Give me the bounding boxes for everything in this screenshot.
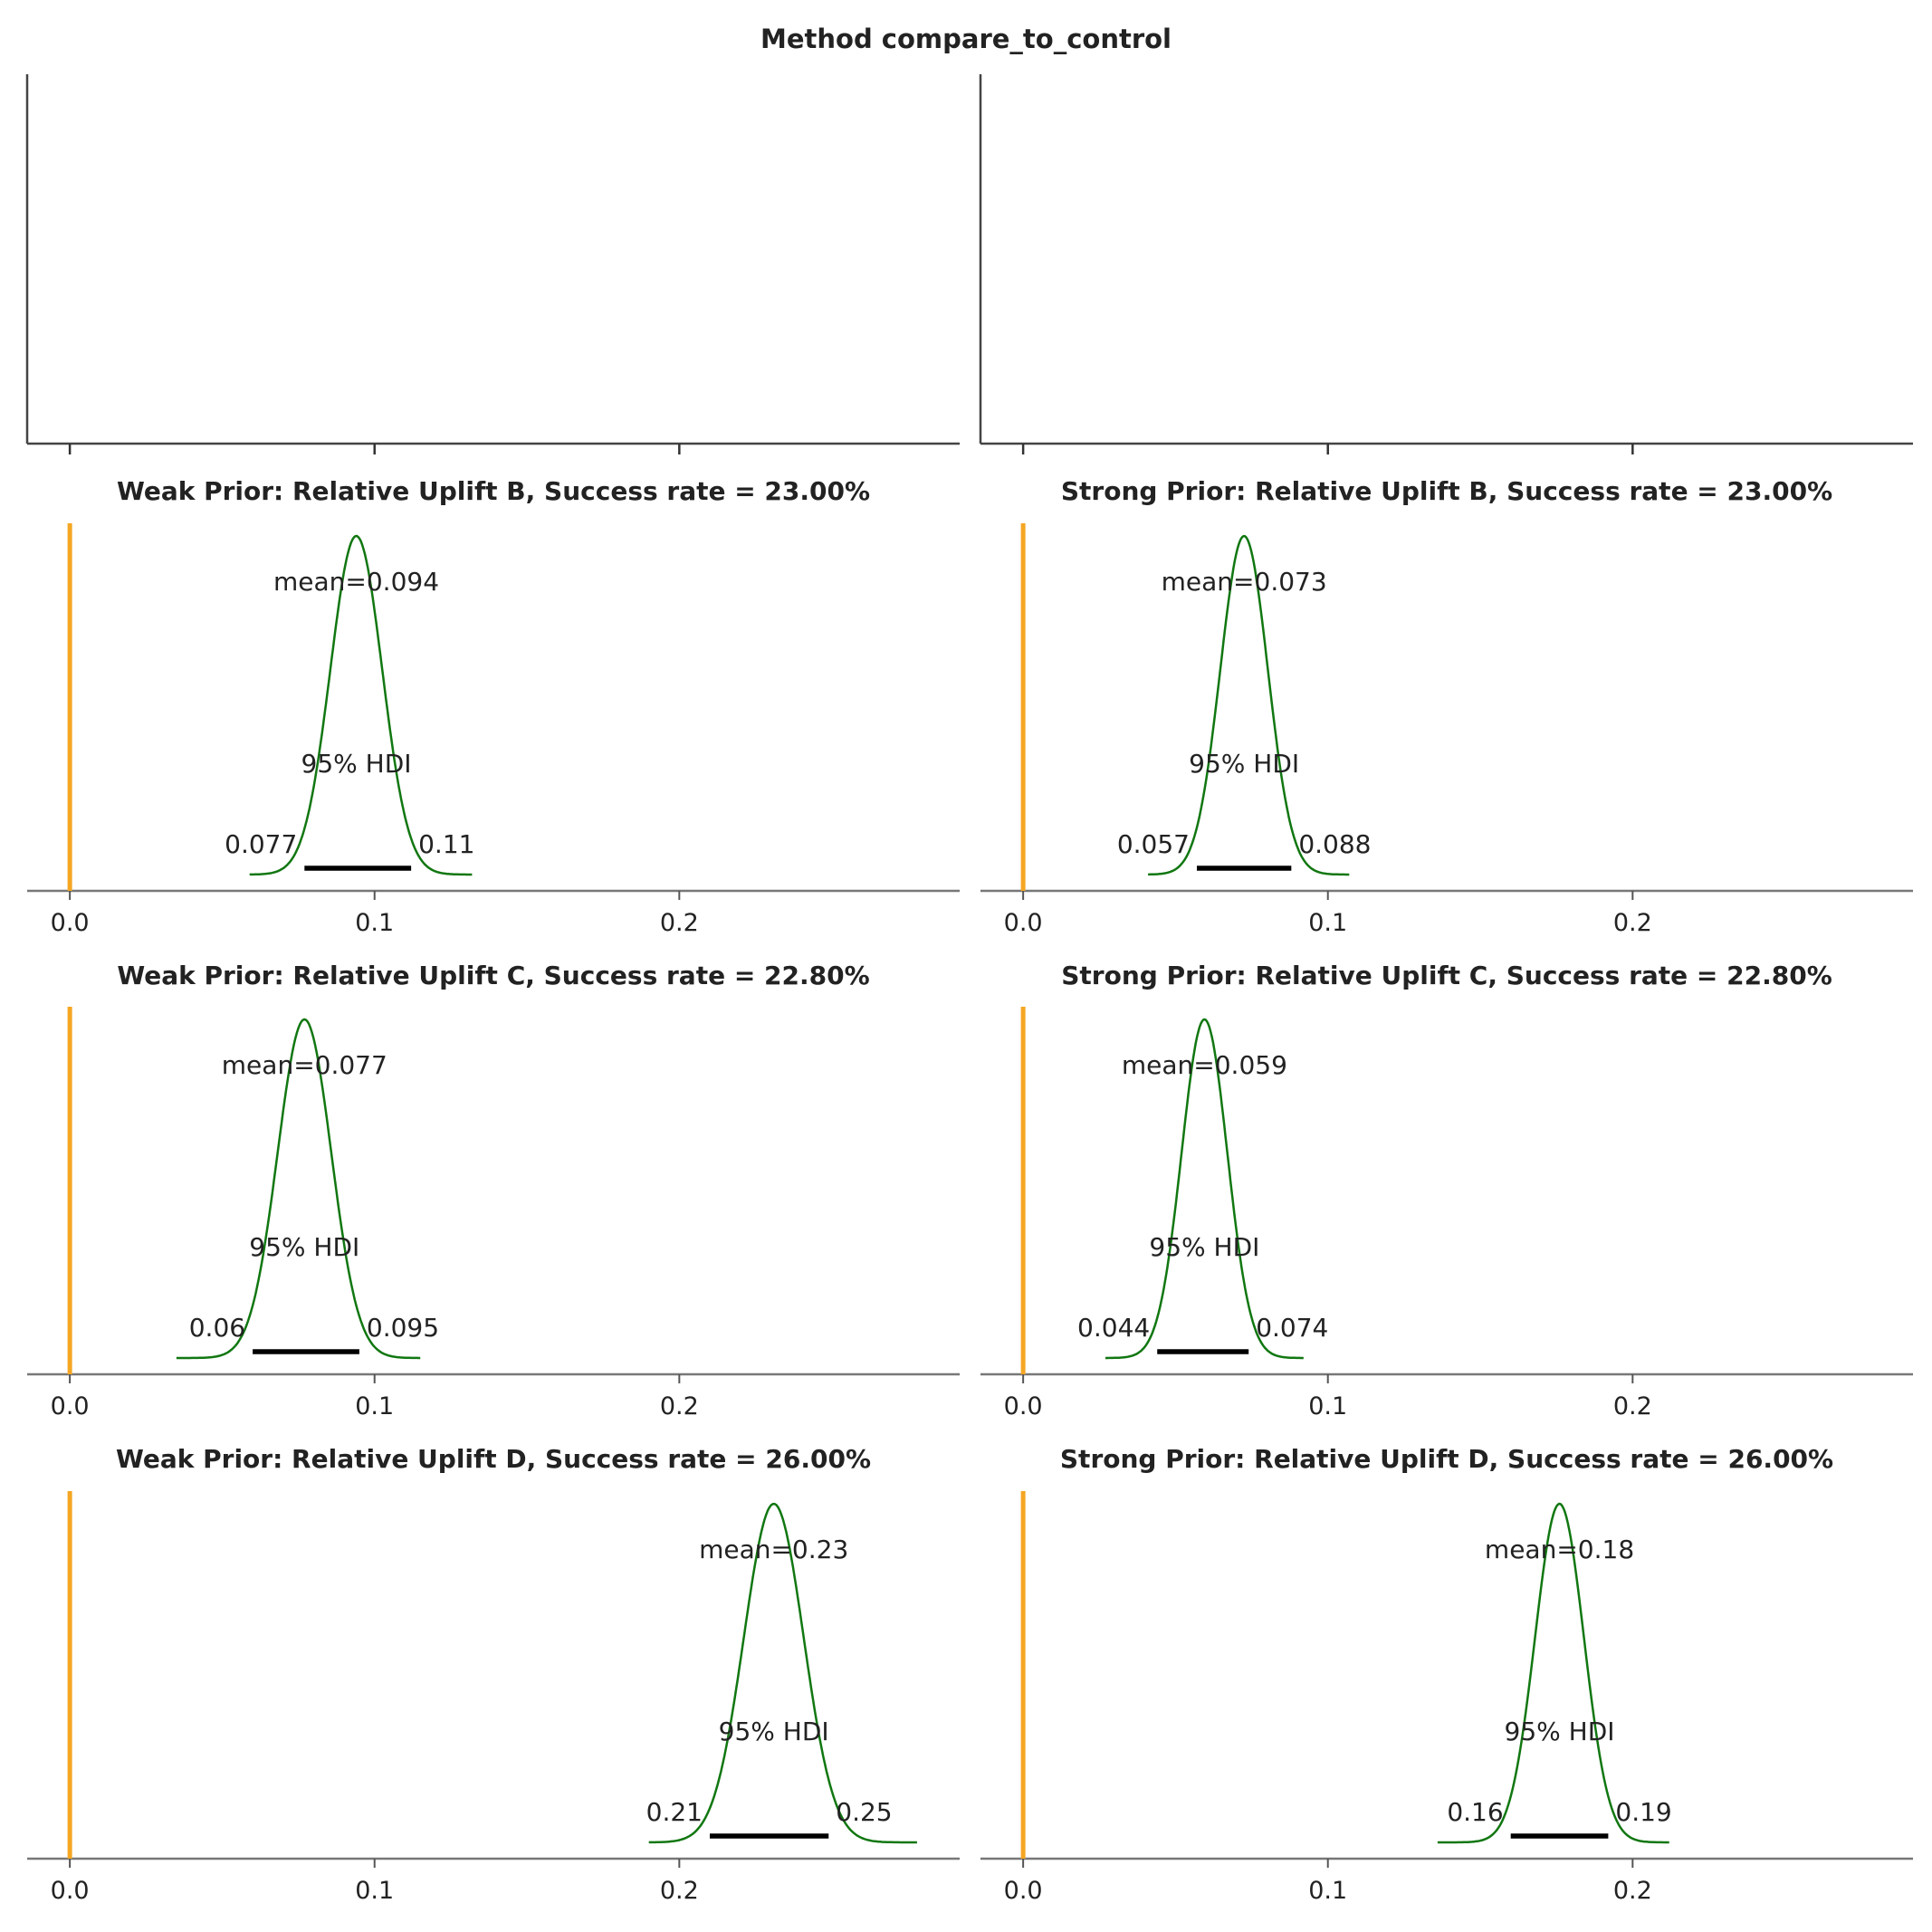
panel-title: Strong Prior: Relative Uplift B, Success…	[1061, 476, 1832, 506]
panel-title: Strong Prior: Relative Uplift D, Success…	[1060, 1444, 1833, 1474]
kde-curve	[1437, 1502, 1669, 1844]
hdi-high-label: 0.19	[1615, 1797, 1671, 1827]
hdi-high-label: 0.074	[1256, 1313, 1328, 1343]
mean-label: mean=0.059	[1122, 1050, 1287, 1080]
hdi-label: 95% HDI	[301, 749, 412, 779]
kde-curve	[249, 534, 473, 876]
x-tick-label: 0.1	[355, 1877, 394, 1905]
kde-curve	[176, 1018, 421, 1360]
x-tick-label: 0.0	[1004, 909, 1043, 937]
panel-title: Weak Prior: Relative Uplift B, Success r…	[117, 476, 870, 506]
mean-label: mean=0.073	[1162, 567, 1327, 597]
hdi-low-label: 0.16	[1447, 1797, 1503, 1827]
x-tick-label: 0.0	[51, 1392, 90, 1420]
hdi-label: 95% HDI	[1149, 1232, 1259, 1262]
x-tick-label: 0.2	[660, 1392, 699, 1420]
mean-label: mean=0.094	[273, 567, 439, 597]
x-tick-label: 0.1	[355, 1392, 394, 1420]
mean-label: mean=0.077	[222, 1050, 387, 1080]
x-tick-label: 0.2	[660, 909, 699, 937]
hdi-label: 95% HDI	[1189, 749, 1299, 779]
hdi-label: 95% HDI	[1505, 1717, 1615, 1746]
hdi-high-label: 0.25	[836, 1797, 892, 1827]
x-tick-label: 0.0	[1004, 1877, 1043, 1905]
kde-curve	[648, 1502, 917, 1844]
mean-label: mean=0.23	[699, 1535, 848, 1564]
hdi-low-label: 0.057	[1117, 829, 1190, 859]
hdi-low-label: 0.077	[225, 829, 297, 859]
x-tick-label: 0.2	[660, 1877, 699, 1905]
x-tick-label: 0.1	[355, 909, 394, 937]
hdi-label: 95% HDI	[249, 1232, 359, 1262]
panel-title: Strong Prior: Relative Uplift C, Success…	[1061, 961, 1832, 990]
x-tick-label: 0.2	[1613, 909, 1652, 937]
panel-title: Weak Prior: Relative Uplift D, Success r…	[116, 1444, 871, 1474]
hdi-high-label: 0.11	[418, 829, 474, 859]
kde-curve	[1105, 1018, 1304, 1360]
x-tick-label: 0.1	[1308, 1877, 1347, 1905]
figure-suptitle: Method compare_to_control	[760, 24, 1172, 54]
hdi-low-label: 0.06	[189, 1313, 245, 1343]
kde-curve	[1148, 534, 1350, 876]
x-tick-label: 0.0	[51, 909, 90, 937]
hdi-low-label: 0.044	[1077, 1313, 1150, 1343]
mean-label: mean=0.18	[1485, 1535, 1634, 1564]
hdi-high-label: 0.088	[1298, 829, 1371, 859]
x-tick-label: 0.1	[1308, 909, 1347, 937]
hdi-label: 95% HDI	[719, 1717, 829, 1746]
x-tick-label: 0.2	[1613, 1877, 1652, 1905]
hdi-high-label: 0.095	[367, 1313, 439, 1343]
x-tick-label: 0.2	[1613, 1392, 1652, 1420]
x-tick-label: 0.0	[1004, 1392, 1043, 1420]
x-tick-label: 0.0	[51, 1877, 90, 1905]
panel-title: Weak Prior: Relative Uplift C, Success r…	[117, 961, 869, 990]
x-tick-label: 0.1	[1308, 1392, 1347, 1420]
hdi-low-label: 0.21	[646, 1797, 703, 1827]
